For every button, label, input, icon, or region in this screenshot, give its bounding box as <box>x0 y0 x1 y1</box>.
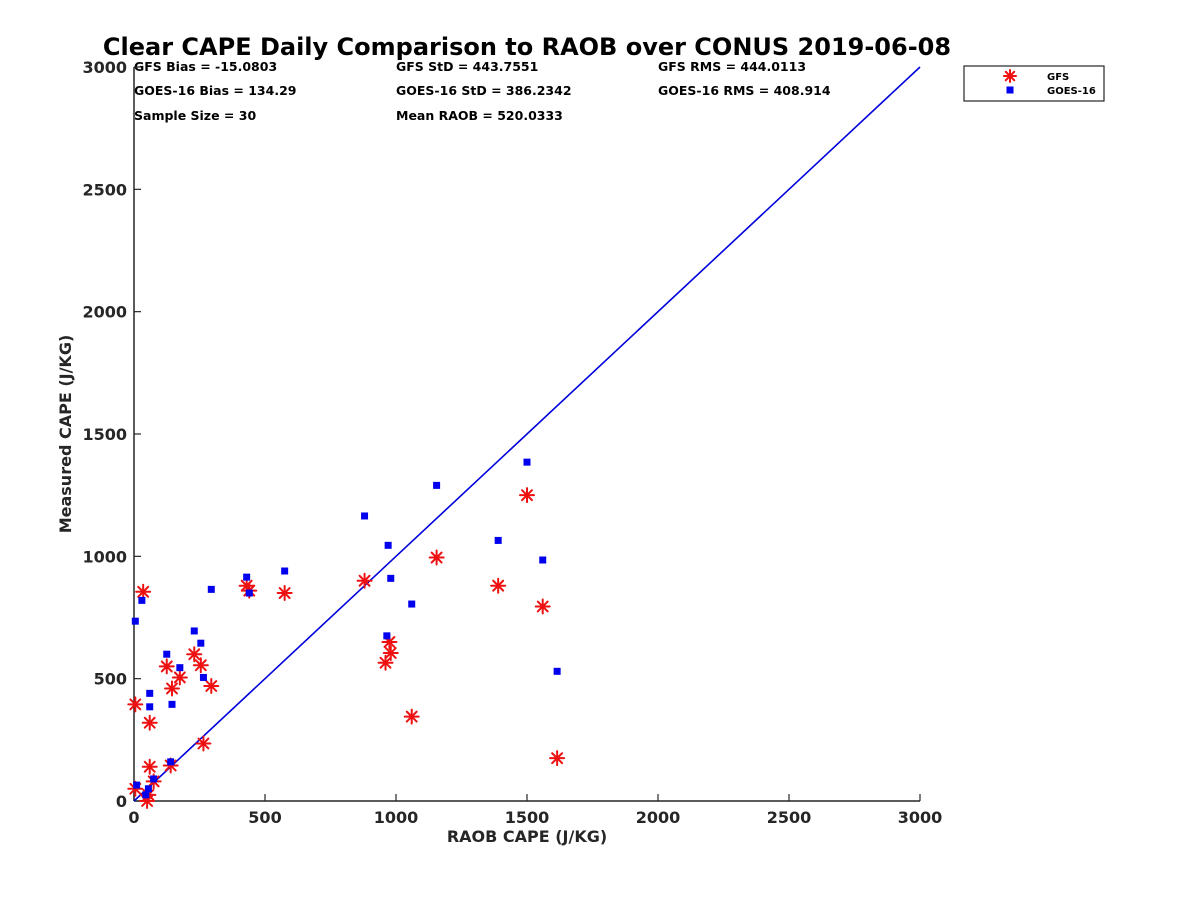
goes16-point <box>163 650 171 658</box>
gfs-point <box>519 487 535 504</box>
stat-label: Sample Size = 30 <box>134 108 256 123</box>
legend: GFS GOES-16 <box>963 65 1105 102</box>
y-tick-label: 1000 <box>82 547 127 566</box>
gfs-point <box>127 696 144 713</box>
stat-label: GFS StD = 443.7551 <box>396 59 538 74</box>
chart-title: Clear CAPE Daily Comparison to RAOB over… <box>103 33 951 61</box>
gfs-point <box>276 585 293 602</box>
x-tick-label: 500 <box>248 808 281 827</box>
gfs-point <box>403 708 420 725</box>
stat-label: GFS Bias = -15.0803 <box>134 59 277 74</box>
goes16-point <box>144 785 152 793</box>
gfs-point <box>382 644 399 661</box>
y-tick-label: 500 <box>94 670 127 689</box>
goes16-point <box>523 458 531 466</box>
x-tick-label: 2500 <box>767 808 812 827</box>
gfs-point <box>428 549 445 566</box>
goes16-point <box>167 758 175 766</box>
gfs-point <box>490 577 507 594</box>
stat-label: GOES-16 StD = 386.2342 <box>396 83 572 98</box>
goes16-point <box>245 589 253 597</box>
gfs-point <box>549 750 566 767</box>
goes16-point <box>243 573 251 581</box>
series-gfs <box>127 487 566 809</box>
goes16-point <box>539 556 547 564</box>
gfs-point <box>135 583 152 600</box>
goes16-point <box>150 775 158 783</box>
legend-marker-goes16 <box>1006 86 1014 94</box>
x-ticks: 0 500 1000 1500 2000 2500 3000 <box>128 794 942 827</box>
stat-label: Mean RAOB = 520.0333 <box>396 108 563 123</box>
y-ticks: 0 500 1000 1500 2000 2500 3000 <box>82 58 141 811</box>
goes16-point <box>361 512 369 520</box>
gfs-point <box>186 646 203 663</box>
gfs-point <box>356 572 373 589</box>
goes16-point <box>131 617 139 625</box>
data-series <box>127 458 566 809</box>
x-tick-label: 1500 <box>505 808 550 827</box>
stats-annotations: GFS Bias = -15.0803 GFS StD = 443.7551 GFS… <box>134 59 831 123</box>
stat-label: GFS RMS = 444.0113 <box>658 59 806 74</box>
y-tick-label: 3000 <box>82 58 127 77</box>
gfs-point <box>163 680 180 697</box>
goes16-point <box>146 703 154 711</box>
legend-marker-gfs <box>1003 69 1017 83</box>
goes16-point <box>383 632 391 640</box>
goes16-point <box>408 600 416 608</box>
goes16-point <box>176 664 184 672</box>
x-axis-label: RAOB CAPE (J/KG) <box>447 827 607 846</box>
goes16-point <box>142 791 150 799</box>
goes16-point <box>133 781 141 789</box>
x-tick-label: 1000 <box>374 808 419 827</box>
legend-label: GFS <box>1047 72 1069 83</box>
goes16-point <box>384 541 392 549</box>
goes16-point <box>138 596 146 604</box>
goes16-point <box>494 536 502 544</box>
x-tick-label: 3000 <box>898 808 943 827</box>
y-tick-label: 2000 <box>82 303 127 322</box>
gfs-point <box>141 714 158 731</box>
gfs-point <box>171 669 188 686</box>
series-goes-16 <box>131 458 561 799</box>
gfs-point <box>203 678 220 695</box>
legend-box <box>963 65 1105 102</box>
goes16-point <box>281 567 289 575</box>
identity-reference-line <box>133 66 921 802</box>
stat-label: GOES-16 RMS = 408.914 <box>658 83 831 98</box>
goes16-point <box>146 689 154 697</box>
y-axis-label: Measured CAPE (J/KG) <box>56 335 75 534</box>
goes16-point <box>197 639 205 647</box>
goes16-point <box>199 673 207 681</box>
gfs-point <box>192 657 209 674</box>
x-tick-label: 0 <box>128 808 139 827</box>
goes16-point <box>433 481 441 489</box>
gfs-point <box>158 658 175 675</box>
gfs-point <box>195 735 212 752</box>
gfs-point <box>534 598 551 615</box>
y-tick-label: 2500 <box>82 180 127 199</box>
y-tick-label: 1500 <box>82 425 127 444</box>
y-tick-label: 0 <box>116 792 127 811</box>
goes16-point <box>207 585 215 593</box>
gfs-point <box>141 758 158 775</box>
x-tick-label: 2000 <box>636 808 681 827</box>
stat-label: GOES-16 Bias = 134.29 <box>134 83 296 98</box>
legend-label: GOES-16 <box>1047 86 1096 97</box>
goes16-point <box>190 627 198 635</box>
goes16-point <box>387 574 395 582</box>
goes16-point <box>168 700 176 708</box>
goes16-point <box>553 667 561 675</box>
